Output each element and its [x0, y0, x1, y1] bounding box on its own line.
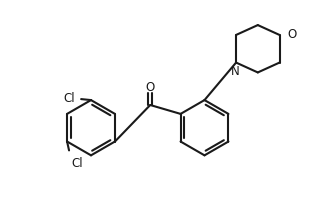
Text: N: N [231, 64, 239, 78]
Text: Cl: Cl [63, 92, 75, 105]
Text: Cl: Cl [71, 157, 82, 170]
Text: O: O [287, 28, 297, 41]
Text: O: O [146, 81, 155, 94]
